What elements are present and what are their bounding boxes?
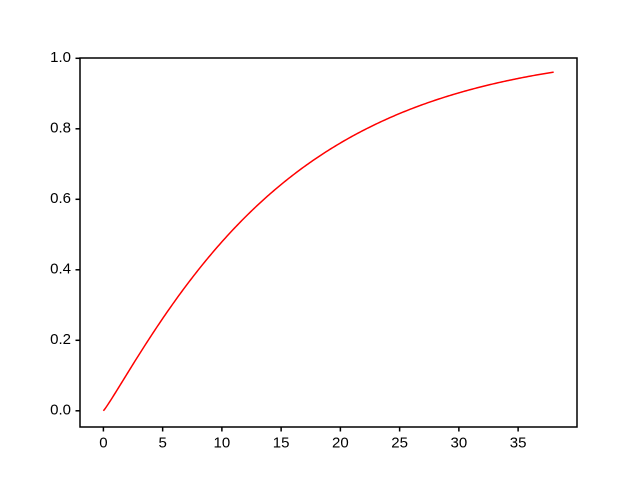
- svg-text:5: 5: [158, 435, 166, 452]
- svg-text:10: 10: [214, 435, 231, 452]
- svg-text:25: 25: [391, 435, 408, 452]
- svg-text:1.0: 1.0: [50, 49, 71, 66]
- svg-text:0.0: 0.0: [50, 401, 71, 418]
- svg-text:0.8: 0.8: [50, 119, 71, 136]
- svg-text:15: 15: [273, 435, 290, 452]
- svg-text:0.2: 0.2: [50, 331, 71, 348]
- svg-text:35: 35: [510, 435, 527, 452]
- svg-text:0.4: 0.4: [50, 260, 71, 277]
- svg-text:0: 0: [99, 435, 107, 452]
- svg-text:0.6: 0.6: [50, 190, 71, 207]
- svg-text:20: 20: [332, 435, 349, 452]
- svg-text:30: 30: [451, 435, 468, 452]
